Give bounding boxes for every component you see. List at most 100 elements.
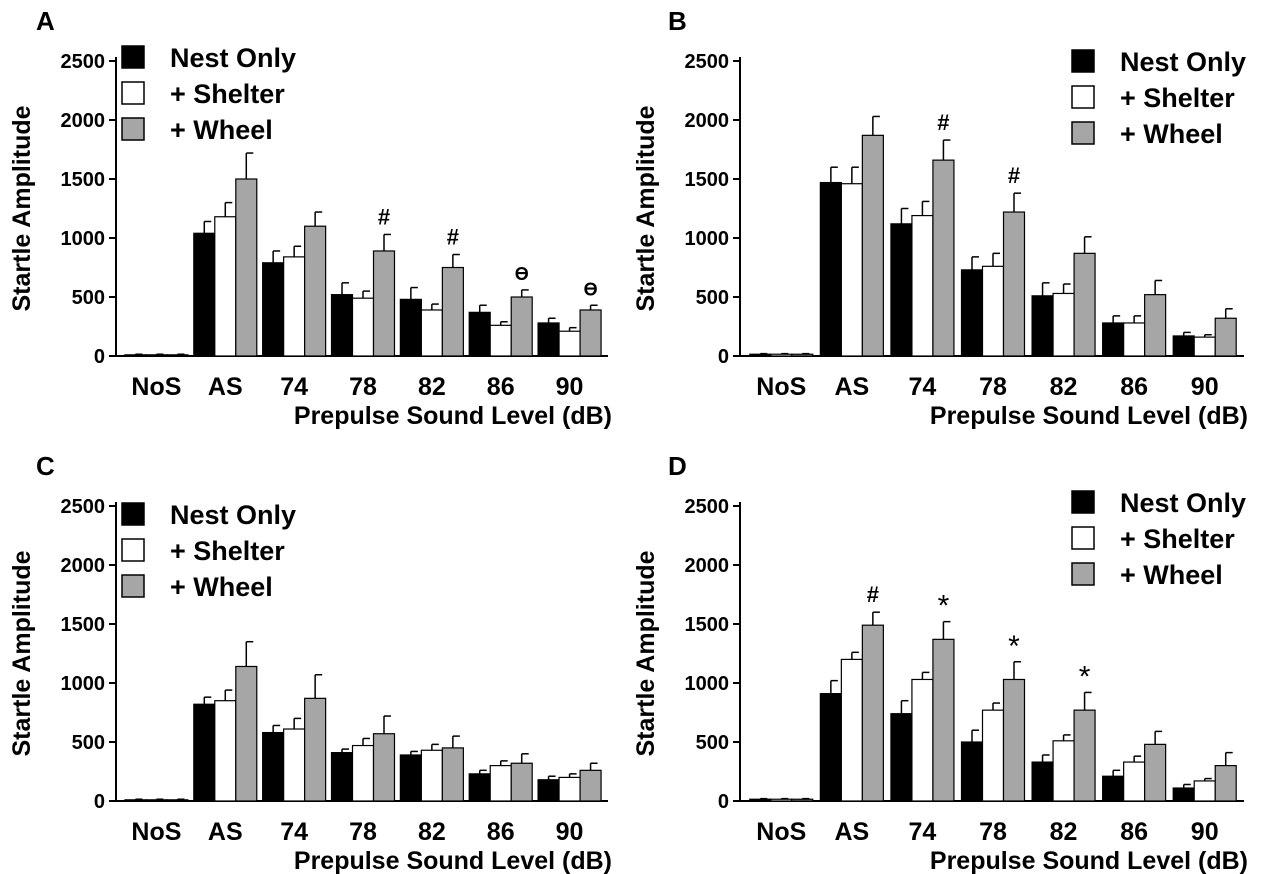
bar-wheel-74: [304, 697, 327, 802]
bar-wheel-90: [579, 309, 602, 357]
bar-nest-only-as: [819, 181, 842, 357]
legend-label: + Wheel: [170, 572, 273, 602]
bar-wheel-74: [932, 159, 955, 357]
legend-swatch: [1071, 85, 1095, 109]
bar-wheel-90: [1214, 765, 1237, 802]
bar-nest-only-78: [960, 269, 984, 357]
x-tick-label: 74: [280, 373, 308, 401]
legend-label: Nest Only: [170, 500, 296, 530]
y-tick-label: 500: [72, 732, 105, 754]
bar-nest-only-90: [537, 779, 560, 802]
bar-nest-only-74: [262, 262, 285, 357]
bar-wheel-82: [1073, 709, 1096, 802]
significance-marker: #: [447, 225, 459, 250]
bar-wheel-as: [235, 665, 258, 802]
panel-C: C Startle Amplitude 0 500 1000 1500 2000 2500 No…: [8, 451, 612, 874]
legend-swatch: [121, 81, 145, 105]
x-tick-label: NoS: [131, 818, 181, 846]
y-tick-label: 500: [72, 287, 105, 309]
panel-A: A Startle Amplitude 0 500 1000 1500 2000 2500 No…: [8, 6, 612, 430]
bar-shelter-78: [351, 297, 375, 357]
legend-swatch: [121, 538, 145, 562]
x-tick-label: 74: [909, 373, 937, 401]
bar-shelter-74: [283, 728, 306, 802]
x-tick-label: 74: [909, 818, 937, 846]
bar-shelter-86: [1123, 322, 1146, 357]
x-axis-label: Prepulse Sound Level (dB): [930, 402, 1248, 430]
y-axis-label: Startle Amplitude: [8, 550, 36, 756]
bar-nest-only-nos: [124, 799, 147, 802]
significance-marker: #: [937, 110, 949, 135]
significance-marker: #: [378, 204, 390, 229]
y-tick-label: 1500: [685, 614, 730, 636]
significance-marker: #: [867, 582, 879, 607]
x-tick-label: AS: [208, 373, 243, 401]
legend-swatch: [1071, 49, 1095, 73]
bar-wheel-as: [235, 178, 258, 357]
x-tick-label: NoS: [756, 818, 806, 846]
significance-marker: *: [1008, 630, 1020, 663]
y-tick-label: 0: [718, 791, 729, 813]
bar-shelter-90: [1193, 780, 1216, 802]
significance-marker: *: [938, 590, 950, 623]
legend-label: + Shelter: [170, 536, 285, 566]
x-tick-label: 74: [280, 818, 308, 846]
x-tick-label: 86: [487, 373, 515, 401]
y-tick-label: 1500: [61, 614, 106, 636]
legend-swatch: [1071, 526, 1095, 550]
bar-nest-only-as: [193, 232, 216, 357]
bar-wheel-as: [861, 134, 884, 357]
x-tick-label: 86: [1120, 818, 1148, 846]
significance-marker: ϴ: [584, 279, 598, 299]
bar-wheel-86: [510, 296, 533, 357]
bar-shelter-86: [1123, 761, 1146, 802]
bar-nest-only-82: [399, 298, 422, 357]
x-tick-label: 86: [1120, 373, 1148, 401]
bar-wheel-78: [1002, 211, 1026, 357]
x-tick-label: 90: [556, 818, 584, 846]
x-axis-label: Prepulse Sound Level (dB): [294, 847, 612, 874]
x-tick-label: 90: [556, 373, 584, 401]
legend-swatch: [121, 45, 145, 69]
bar-nest-only-86: [1102, 775, 1125, 802]
x-axis-label: Prepulse Sound Level (dB): [294, 402, 612, 430]
bar-shelter-as: [214, 700, 237, 802]
legend-swatch: [121, 502, 145, 526]
bar-shelter-82: [420, 309, 443, 357]
bar-shelter-82: [420, 749, 443, 802]
bar-wheel-82: [441, 266, 464, 357]
bar-shelter-74: [911, 214, 934, 357]
panel-letter: D: [668, 451, 687, 481]
legend-label: + Wheel: [1120, 560, 1223, 590]
panel-D: D Startle Amplitude 0 500 1000 1500 2000 2500 No…: [632, 451, 1248, 874]
x-tick-label: NoS: [131, 373, 181, 401]
x-tick-label: 78: [979, 818, 1007, 846]
bar-nest-only-90: [537, 322, 560, 357]
bar-wheel-86: [510, 762, 533, 802]
bar-shelter-86: [489, 765, 512, 802]
bar-shelter-nos: [770, 798, 793, 802]
y-tick-label: 2500: [61, 51, 106, 73]
bar-wheel-86: [1144, 294, 1167, 357]
bar-shelter-as: [840, 183, 863, 357]
bar-wheel-74: [932, 638, 955, 802]
bar-shelter-as: [840, 658, 863, 802]
legend-swatch: [1071, 562, 1095, 586]
y-tick-label: 1000: [61, 673, 106, 695]
bar-wheel-as: [861, 624, 884, 802]
bar-nest-only-74: [890, 223, 913, 357]
bar-wheel-nos: [791, 798, 814, 802]
bar-shelter-82: [1052, 740, 1075, 802]
bar-wheel-78: [372, 733, 396, 802]
y-tick-label: 1500: [685, 169, 730, 191]
bar-wheel-nos: [166, 799, 189, 802]
x-tick-label: 90: [1191, 818, 1219, 846]
x-tick-label: 78: [979, 373, 1007, 401]
bar-nest-only-78: [330, 752, 354, 802]
bar-shelter-78: [351, 744, 375, 802]
bar-wheel-86: [1144, 743, 1167, 802]
x-tick-label: 78: [349, 818, 377, 846]
bar-wheel-90: [1214, 317, 1237, 357]
y-tick-label: 0: [718, 346, 729, 368]
